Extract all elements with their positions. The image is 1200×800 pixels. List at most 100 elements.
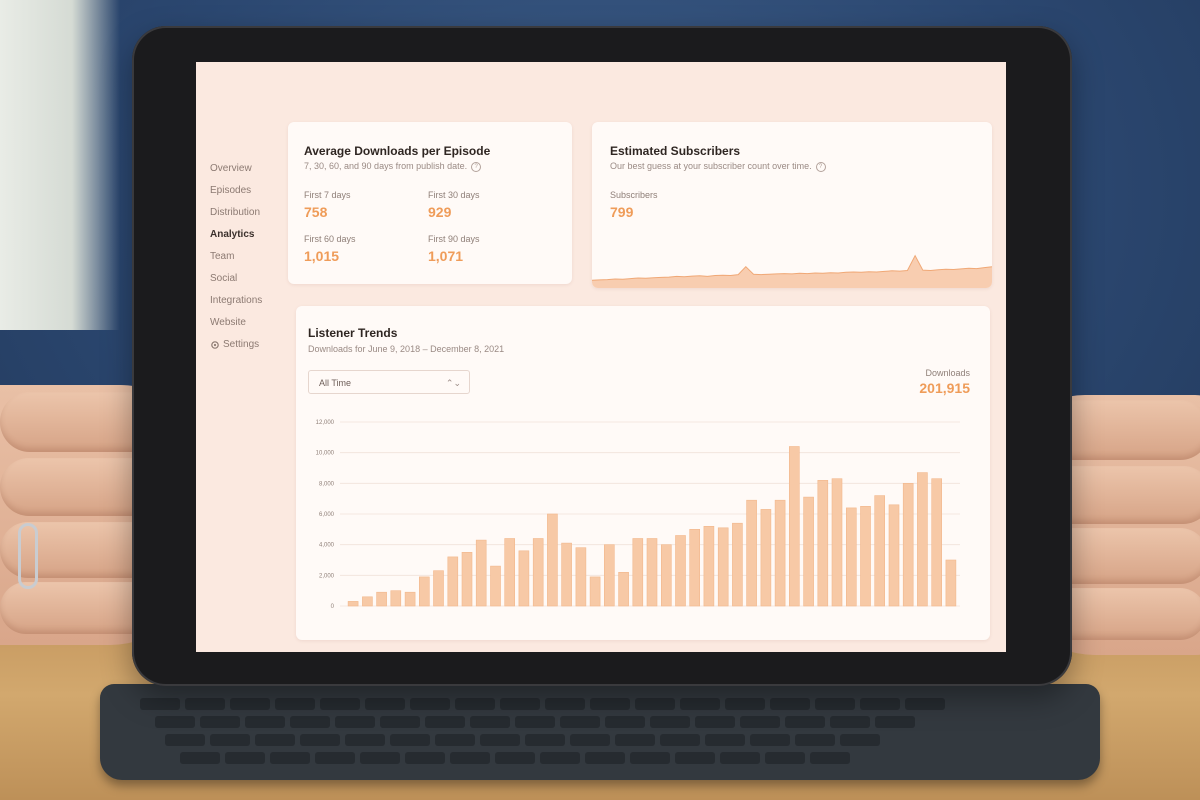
chart-bar[interactable] [618,571,629,607]
keyboard-key[interactable] [410,698,450,710]
chart-bar[interactable] [703,526,715,607]
time-range-select[interactable]: All Time ⌃⌄ [308,370,470,394]
chart-bar[interactable] [746,499,757,607]
sidebar-item-website[interactable]: Website [210,312,274,334]
keyboard-key[interactable] [270,752,310,764]
keyboard-key[interactable] [570,734,610,746]
keyboard-key[interactable] [695,716,735,728]
chart-bar[interactable] [931,478,943,607]
keyboard-key[interactable] [765,752,805,764]
keyboard-key[interactable] [335,716,375,728]
keyboard-key[interactable] [635,698,675,710]
keyboard-key[interactable] [500,698,540,710]
keyboard-key[interactable] [345,734,385,746]
keyboard-key[interactable] [165,734,205,746]
sidebar-item-social[interactable]: Social [210,268,274,290]
chart-bar[interactable] [689,529,701,607]
chart-bar[interactable] [419,576,430,607]
chart-bar[interactable] [817,480,829,607]
keyboard-key[interactable] [875,716,915,728]
chart-bar[interactable] [603,544,615,607]
help-icon[interactable]: ? [471,161,482,172]
keyboard-key[interactable] [545,698,585,710]
keyboard-key[interactable] [245,716,285,728]
keyboard-key[interactable] [360,752,400,764]
keyboard-key[interactable] [225,752,265,764]
sidebar-item-overview[interactable]: Overview [210,158,274,180]
keyboard-key[interactable] [660,734,700,746]
keyboard-key[interactable] [210,734,250,746]
keyboard-key[interactable] [230,698,270,710]
keyboard-key[interactable] [405,752,445,764]
keyboard-key[interactable] [810,752,850,764]
keyboard-key[interactable] [525,734,565,746]
keyboard-key[interactable] [725,698,765,710]
chart-bar[interactable] [547,513,558,607]
sidebar-item-analytics[interactable]: Analytics [210,224,274,246]
sidebar-item-episodes[interactable]: Episodes [210,180,274,202]
keyboard-key[interactable] [180,752,220,764]
keyboard-key[interactable] [320,698,360,710]
chart-bar[interactable] [575,547,587,607]
keyboard-key[interactable] [675,752,715,764]
keyboard-key[interactable] [185,698,225,710]
keyboard-key[interactable] [390,734,430,746]
chart-bar[interactable] [433,570,444,607]
chart-bar[interactable] [490,565,501,607]
chart-bar[interactable] [902,483,914,607]
keyboard-key[interactable] [590,698,630,710]
keyboard-key[interactable] [605,716,645,728]
chart-bar[interactable] [803,496,814,607]
chart-bar[interactable] [518,550,530,607]
chart-bar[interactable] [831,478,843,607]
keyboard-key[interactable] [450,752,490,764]
keyboard-key[interactable] [840,734,880,746]
chart-bar[interactable] [717,527,729,607]
keyboard-key[interactable] [740,716,780,728]
chart-bar[interactable] [732,522,743,607]
keyboard-key[interactable] [455,698,495,710]
chart-bar[interactable] [632,538,644,607]
chart-bar[interactable] [404,591,416,607]
keyboard-key[interactable] [815,698,855,710]
chart-bar[interactable] [845,507,857,607]
sidebar-item-distribution[interactable]: Distribution [210,202,274,224]
keyboard-key[interactable] [140,698,180,710]
chart-bar[interactable] [475,539,487,607]
keyboard-key[interactable] [860,698,900,710]
keyboard-key[interactable] [705,734,745,746]
chart-bar[interactable] [561,542,572,607]
chart-bar[interactable] [646,538,658,607]
keyboard-key[interactable] [680,698,720,710]
chart-bar[interactable] [376,591,387,607]
keyboard-key[interactable] [480,734,520,746]
chart-bar[interactable] [447,556,459,607]
keyboard[interactable] [100,684,1100,780]
chart-bar[interactable] [660,544,672,607]
keyboard-key[interactable] [540,752,580,764]
keyboard-key[interactable] [365,698,405,710]
keyboard-key[interactable] [585,752,625,764]
chart-bar[interactable] [504,538,515,607]
keyboard-key[interactable] [315,752,355,764]
keyboard-key[interactable] [425,716,465,728]
sidebar-item-settings[interactable]: Settings [210,334,274,356]
keyboard-key[interactable] [720,752,760,764]
keyboard-key[interactable] [435,734,475,746]
keyboard-key[interactable] [255,734,295,746]
chart-bar[interactable] [945,559,957,607]
keyboard-key[interactable] [630,752,670,764]
chart-bar[interactable] [461,552,473,607]
chart-bar[interactable] [917,472,928,607]
keyboard-key[interactable] [770,698,810,710]
chart-bar[interactable] [788,446,800,607]
keyboard-key[interactable] [560,716,600,728]
keyboard-key[interactable] [155,716,195,728]
keyboard-key[interactable] [785,716,825,728]
keyboard-key[interactable] [615,734,655,746]
keyboard-key[interactable] [750,734,790,746]
keyboard-key[interactable] [515,716,555,728]
chart-bar[interactable] [347,601,359,607]
keyboard-key[interactable] [380,716,420,728]
keyboard-key[interactable] [905,698,945,710]
